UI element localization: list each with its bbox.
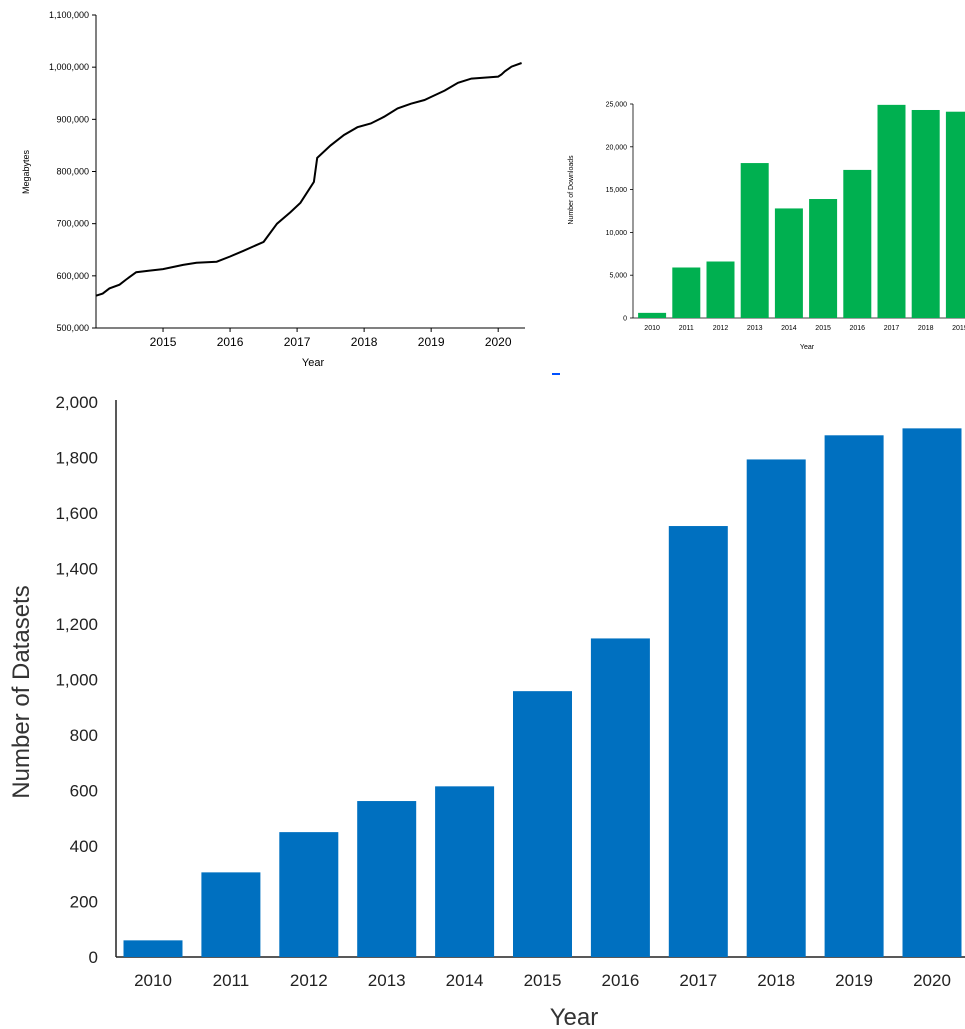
downloads-bar xyxy=(706,261,735,318)
datasets-y-tick-label: 0 xyxy=(89,948,98,967)
downloads-x-tick-label: 2016 xyxy=(850,325,866,332)
datasets-y-tick-label: 1,000 xyxy=(55,671,98,690)
line-chart-x-label: Year xyxy=(302,357,325,369)
line-chart-y-label: Megabytes xyxy=(21,149,31,194)
downloads-x-tick-label: 2013 xyxy=(747,325,763,332)
downloads-x-tick-label: 2018 xyxy=(918,325,934,332)
separator-mark xyxy=(552,373,560,375)
datasets-bar xyxy=(824,435,884,957)
downloads-bar xyxy=(638,312,667,318)
line-chart-x-tick-label: 2017 xyxy=(284,335,311,349)
datasets-x-tick-label: 2017 xyxy=(679,971,717,990)
datasets-bar xyxy=(902,428,962,957)
line-chart-y-tick-label: 500,000 xyxy=(56,323,89,333)
line-chart-x-tick-label: 2020 xyxy=(485,335,512,349)
datasets-x-tick-label: 2012 xyxy=(290,971,328,990)
datasets-y-tick-label: 1,200 xyxy=(55,615,98,634)
downloads-x-label: Year xyxy=(800,344,815,351)
datasets-bar xyxy=(123,940,183,957)
downloads-y-tick-label: 25,000 xyxy=(606,102,628,109)
downloads-x-tick-label: 2017 xyxy=(884,325,900,332)
datasets-bar xyxy=(590,638,650,957)
datasets-x-tick-label: 2015 xyxy=(524,971,562,990)
downloads-x-tick-label: 2011 xyxy=(679,325,694,332)
datasets-y-tick-label: 1,800 xyxy=(55,449,98,468)
downloads-x-tick-label: 2015 xyxy=(815,325,831,332)
megabytes-series-line xyxy=(95,62,522,297)
line-chart-x-tick-label: 2019 xyxy=(418,335,445,349)
downloads-y-tick-label: 15,000 xyxy=(606,187,628,194)
line-chart-y-tick-label: 1,000,000 xyxy=(49,62,89,72)
datasets-y-tick-label: 1,400 xyxy=(55,560,98,579)
datasets-x-tick-label: 2014 xyxy=(446,971,484,990)
datasets-x-tick-label: 2018 xyxy=(757,971,795,990)
downloads-x-tick-label: 2019 xyxy=(952,325,965,332)
line-chart-x-tick-label: 2015 xyxy=(150,335,177,349)
downloads-y-tick-label: 0 xyxy=(623,316,627,323)
datasets-bar xyxy=(435,786,495,957)
datasets-y-label: Number of Datasets xyxy=(8,585,35,798)
downloads-bar xyxy=(911,109,940,318)
downloads-bar xyxy=(672,267,701,318)
downloads-y-tick-label: 5,000 xyxy=(609,273,627,280)
line-chart-x-tick-label: 2016 xyxy=(217,335,244,349)
downloads-y-tick-label: 10,000 xyxy=(606,230,628,237)
datasets-bar xyxy=(357,801,417,957)
datasets-x-label: Year xyxy=(550,1004,599,1029)
datasets-bar-chart: 0 200 400 600 800 1,000 1,200 1,400 1,600 1,800 2,… xyxy=(8,393,965,1029)
line-chart-y-tick-label: 1,100,000 xyxy=(49,10,89,20)
downloads-y-tick-label: 20,000 xyxy=(606,144,628,151)
line-chart-y-tick-label: 900,000 xyxy=(56,114,89,124)
downloads-x-tick-label: 2012 xyxy=(713,325,729,332)
datasets-bar xyxy=(513,691,572,957)
datasets-bar xyxy=(746,459,806,957)
downloads-bar xyxy=(843,169,872,318)
line-chart-y-tick-label: 800,000 xyxy=(56,167,89,177)
datasets-x-tick-label: 2020 xyxy=(913,971,951,990)
datasets-y-tick-label: 200 xyxy=(70,893,98,912)
datasets-x-tick-label: 2013 xyxy=(368,971,406,990)
datasets-bar xyxy=(279,832,339,957)
downloads-bar xyxy=(945,111,965,318)
downloads-bar xyxy=(740,163,769,318)
datasets-x-tick-label: 2019 xyxy=(835,971,873,990)
datasets-y-tick-label: 400 xyxy=(70,837,98,856)
downloads-bar xyxy=(877,104,906,318)
megabytes-line-chart: 500,000 600,000 700,000 800,000 900,000 1,000… xyxy=(21,10,525,369)
datasets-y-tick-label: 1,600 xyxy=(55,504,98,523)
datasets-x-tick-label: 2011 xyxy=(213,971,250,990)
line-chart-y-tick-label: 700,000 xyxy=(56,219,89,229)
downloads-bar-chart: 0 5,000 10,000 15,000 20,000 25,000 2010 2011 2… xyxy=(568,102,965,351)
datasets-y-tick-label: 2,000 xyxy=(55,393,98,412)
datasets-y-tick-label: 600 xyxy=(70,782,98,801)
downloads-bar xyxy=(774,208,803,318)
datasets-bar xyxy=(201,872,261,957)
downloads-x-tick-label: 2014 xyxy=(781,325,797,332)
datasets-y-tick-label: 800 xyxy=(70,726,98,745)
datasets-bar xyxy=(668,526,728,957)
datasets-x-tick-label: 2010 xyxy=(134,971,172,990)
line-chart-y-tick-label: 600,000 xyxy=(56,271,89,281)
line-chart-x-tick-label: 2018 xyxy=(351,335,378,349)
downloads-y-label: Number of Downloads xyxy=(568,155,575,225)
downloads-bar xyxy=(809,199,838,318)
datasets-x-tick-label: 2016 xyxy=(601,971,639,990)
downloads-x-tick-label: 2010 xyxy=(644,325,660,332)
